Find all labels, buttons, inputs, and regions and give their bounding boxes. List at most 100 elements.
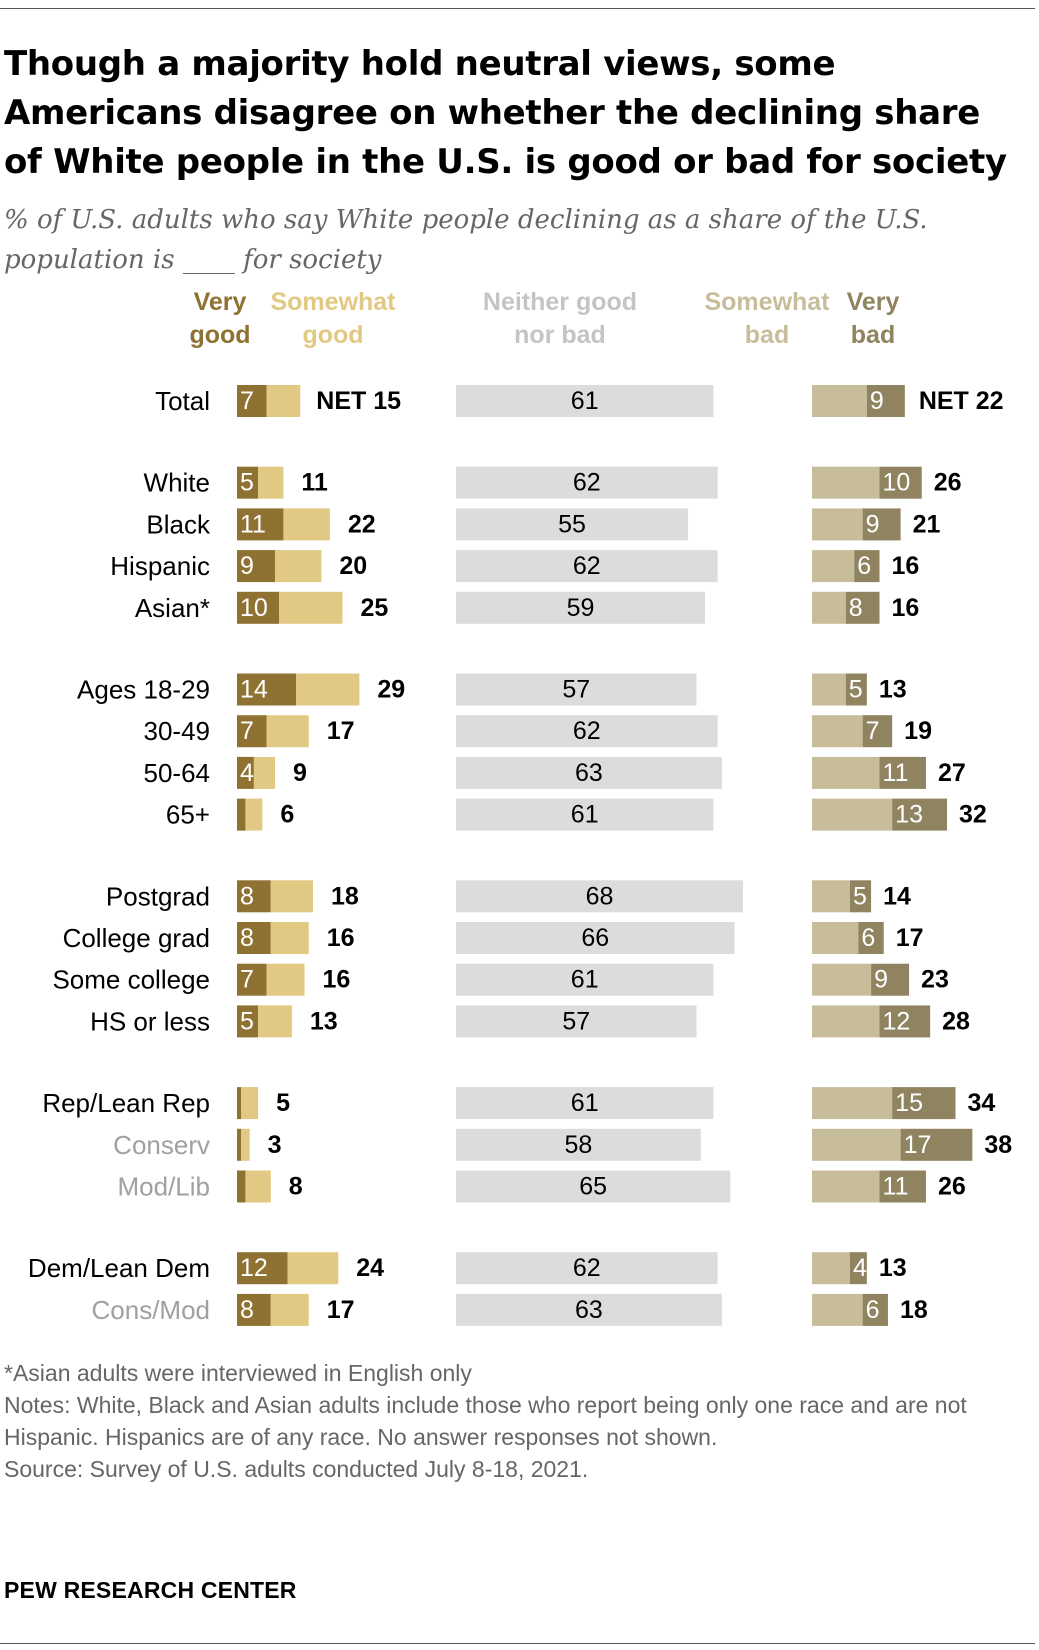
net-bad-50-64: 27 [938,759,966,787]
net-good-black: 22 [348,510,376,538]
bar-very-bad-hispanic [854,550,880,583]
bar-very-good-65 [237,798,246,831]
bar-somewhat-good-hs-or-less [258,1005,292,1038]
bar-neither-some-college [456,963,714,996]
value-very-bad-college-grad: 6 [861,924,875,952]
value-very-bad-conserv: 17 [904,1131,932,1159]
header-somewhat-good-line2: good [302,321,364,349]
net-good-hs-or-less: 13 [310,1007,338,1035]
bar-neither-ages-18-29 [456,673,697,706]
bar-somewhat-bad-postgrad [812,880,850,913]
value-very-good-cons-mod: 8 [240,1296,254,1324]
value-very-good-50-64: 4 [240,759,254,787]
header-very-bad-line2: bad [850,321,896,349]
bar-neither-rep-lean-rep [456,1087,714,1120]
bar-somewhat-bad-hs-or-less [812,1005,880,1038]
bar-very-bad-rep-lean-rep [892,1087,956,1120]
value-very-good-some-college: 7 [240,966,254,994]
row-label-asian: Asian* [135,593,210,623]
bar-very-good-black [237,508,284,541]
header-very-good-line2: good [189,321,251,349]
header-very-bad-line1: Very [846,288,900,316]
value-neither-50-64: 63 [575,759,603,787]
net-good-conserv: 3 [268,1131,282,1159]
bar-very-bad-hs-or-less [879,1005,931,1038]
bar-somewhat-good-black [283,508,330,541]
bar-neither-dem-lean-dem [456,1252,718,1285]
bar-very-bad-some-college [871,963,910,996]
net-bad-mod-lib: 26 [938,1173,966,1201]
net-bad-hs-or-less: 28 [942,1007,970,1035]
bar-very-good-30-49 [237,715,267,748]
bar-somewhat-bad-65 [812,798,893,831]
bar-somewhat-good-ages-18-29 [296,673,360,706]
value-neither-30-49: 62 [573,717,601,745]
net-bad-65: 32 [959,801,987,829]
bar-very-good-50-64 [237,756,254,789]
net-bad-postgrad: 14 [883,882,911,910]
bar-very-bad-ages-18-29 [845,673,867,706]
value-very-good-hispanic: 9 [240,552,254,580]
bar-somewhat-bad-cons-mod [812,1293,863,1326]
bar-very-good-dem-lean-dem [237,1252,288,1285]
row-label-rep-lean-rep: Rep/Lean Rep [42,1088,210,1118]
header-somewhat-good: Somewhat good [264,286,402,352]
value-very-bad-cons-mod: 6 [866,1296,880,1324]
bar-very-bad-65 [892,798,948,831]
bottom-rule [0,1643,1035,1644]
value-neither-hs-or-less: 57 [562,1007,590,1035]
value-neither-some-college: 61 [571,966,599,994]
row-label-hs-or-less: HS or less [90,1006,210,1036]
bar-very-good-postgrad [237,880,271,913]
bar-somewhat-good-some-college [266,963,305,996]
bar-neither-hs-or-less [456,1005,697,1038]
net-good-total: NET 15 [316,387,401,415]
row-label-65: 65+ [166,800,210,830]
bar-neither-college-grad [456,922,735,954]
top-rule [0,8,1035,9]
value-neither-asian: 59 [567,594,595,622]
row-label-hispanic: Hispanic [110,551,210,581]
net-bad-ages-18-29: 13 [879,676,907,704]
row-label-mod-lib: Mod/Lib [118,1172,211,1202]
bar-very-bad-white [879,466,922,499]
bar-somewhat-good-cons-mod [270,1293,309,1326]
value-very-bad-dem-lean-dem: 4 [853,1254,867,1282]
value-very-good-asian: 10 [240,594,268,622]
bar-somewhat-bad-ages-18-29 [812,673,846,706]
row-label-postgrad: Postgrad [106,881,210,911]
value-neither-cons-mod: 63 [575,1296,603,1324]
bar-somewhat-good-65 [245,798,263,831]
bar-very-good-asian [237,591,280,624]
bar-somewhat-bad-college-grad [812,922,859,954]
value-neither-postgrad: 68 [586,882,614,910]
bar-very-good-rep-lean-rep [237,1087,242,1120]
value-very-good-college-grad: 8 [240,924,254,952]
notes-text: Notes: White, Black and Asian adults inc… [4,1392,967,1450]
row-label-total: Total [155,386,210,416]
bar-neither-postgrad [456,880,743,913]
bar-neither-cons-mod [456,1293,722,1326]
bar-very-bad-conserv [900,1128,973,1161]
chart-subtitle: % of U.S. adults who say White people de… [4,205,928,275]
bar-somewhat-bad-50-64 [812,756,880,789]
bar-very-good-college-grad [237,922,271,954]
value-neither-hispanic: 62 [573,552,601,580]
value-very-bad-total: 9 [870,387,884,415]
header-very-good: Very good [186,286,254,352]
row-label-college-grad: College grad [63,923,210,953]
bar-neither-30-49 [456,715,718,748]
value-very-good-30-49: 7 [240,717,254,745]
value-neither-black: 55 [558,510,586,538]
bar-somewhat-bad-conserv [812,1128,901,1161]
header-somewhat-bad: Somewhat bad [698,286,836,352]
net-good-65: 6 [280,801,294,829]
net-bad-cons-mod: 18 [900,1296,928,1324]
value-very-good-hs-or-less: 5 [240,1007,254,1035]
bar-very-bad-mod-lib [879,1170,926,1203]
value-very-bad-65: 13 [895,801,923,829]
value-neither-dem-lean-dem: 62 [573,1254,601,1282]
bar-neither-conserv [456,1128,701,1161]
net-good-30-49: 17 [327,717,355,745]
